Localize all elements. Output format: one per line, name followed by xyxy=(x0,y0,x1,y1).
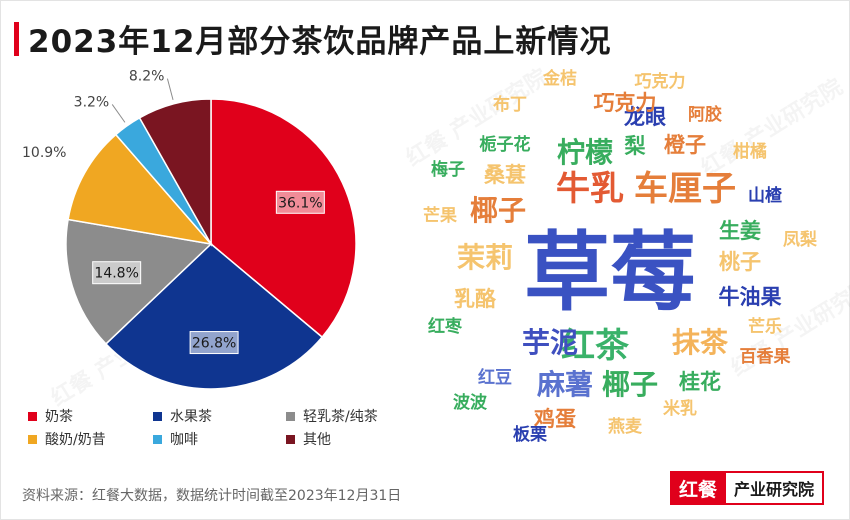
pie-chart: 36.1% 26.8% 14.8% 10.9% 3.2% 8.2% xyxy=(22,69,357,390)
word-cloud-term: 橙子 xyxy=(664,133,706,157)
svg-text:8.2%: 8.2% xyxy=(129,69,165,85)
word-cloud-term: 乳酪 xyxy=(454,287,497,311)
word-cloud-term: 梅子 xyxy=(431,159,465,180)
svg-text:3.2%: 3.2% xyxy=(74,94,110,110)
word-cloud-term: 椰子 xyxy=(602,368,658,401)
word-cloud-term: 椰子 xyxy=(470,194,526,227)
word-cloud-term: 麻薯 xyxy=(537,368,593,401)
word-cloud-term: 米乳 xyxy=(663,398,697,419)
word-cloud-term: 波波 xyxy=(453,392,488,413)
word-cloud-term: 百香果 xyxy=(740,347,791,367)
pie-label-1: 36.1% xyxy=(275,190,325,214)
word-cloud-term: 巧克力 xyxy=(635,71,686,92)
legend-item: 轻乳茶/纯茶 xyxy=(286,406,378,426)
word-cloud-term: 鸡蛋 xyxy=(533,407,576,431)
word-cloud-term: 牛乳 xyxy=(556,169,624,209)
word-cloud-term: 牛油果 xyxy=(719,285,782,309)
chart-title: 2023年12月部分茶饮品牌产品上新情况 xyxy=(28,24,612,60)
pie-label-2: 26.8% xyxy=(189,331,239,355)
legend-swatch xyxy=(153,434,162,444)
legend-label: 咖啡 xyxy=(170,432,198,448)
pie-slice-2 xyxy=(104,242,324,390)
word-cloud-term: 布丁 xyxy=(493,94,527,115)
word-cloud-term: 山楂 xyxy=(748,185,783,206)
svg-text:14.8%: 14.8% xyxy=(94,266,138,282)
svg-text:10.9%: 10.9% xyxy=(22,145,66,161)
pie-slice-1 xyxy=(210,98,357,339)
pie-label-3: 14.8% xyxy=(92,261,142,285)
pie-slice-6 xyxy=(138,98,212,247)
legend-swatch xyxy=(153,411,162,421)
word-cloud-term: 车厘子 xyxy=(634,169,736,209)
word-cloud-term: 芒乐 xyxy=(748,316,782,337)
legend-item: 水果茶 xyxy=(153,406,212,426)
svg-text:26.8%: 26.8% xyxy=(192,336,236,352)
word-cloud-term: 红茶 xyxy=(561,326,630,366)
legend-label: 水果茶 xyxy=(170,409,212,425)
legend-swatch xyxy=(286,411,295,421)
word-cloud-term: 板栗 xyxy=(513,424,547,445)
pie-label-4: 10.9% xyxy=(22,145,66,161)
legend-label: 酸奶/奶昔 xyxy=(45,432,106,448)
word-cloud-term: 生姜 xyxy=(719,219,761,243)
legend-swatch xyxy=(28,411,37,421)
word-cloud-term: 柠檬 xyxy=(557,136,613,169)
title-accent-bar xyxy=(14,22,19,56)
word-cloud-term: 红豆 xyxy=(478,367,512,388)
legend-item: 咖啡 xyxy=(153,429,198,449)
word-cloud-term: 凤梨 xyxy=(783,229,818,250)
word-cloud-term: 梨 xyxy=(625,134,646,158)
word-cloud-term: 桂花 xyxy=(678,370,721,394)
word-cloud-term: 阿胶 xyxy=(688,104,722,125)
word-cloud-term: 草莓 xyxy=(524,223,696,323)
legend-item: 奶茶 xyxy=(28,406,73,426)
word-cloud-term: 龙眼 xyxy=(624,105,666,129)
legend-item: 其他 xyxy=(286,429,331,449)
word-cloud-term: 巧克力 xyxy=(594,91,657,115)
word-cloud-term: 金桔 xyxy=(542,68,577,89)
legend-label: 其他 xyxy=(303,432,331,448)
word-cloud-term: 桑葚 xyxy=(484,163,526,187)
legend-swatch xyxy=(28,434,37,444)
brand-name: 产业研究院 xyxy=(726,471,825,505)
word-cloud-term: 红枣 xyxy=(428,316,463,337)
legend-item: 酸奶/奶昔 xyxy=(28,429,106,449)
svg-text:36.1%: 36.1% xyxy=(278,195,322,211)
legend-label: 轻乳茶/纯茶 xyxy=(303,409,378,425)
source-note: 资料来源：红餐大数据，数据统计时间截至2023年12月31日 xyxy=(22,488,402,504)
legend-swatch xyxy=(286,434,295,444)
pie-label-5: 3.2% xyxy=(74,94,126,123)
word-cloud-term: 抹茶 xyxy=(672,326,729,359)
pie-label-6: 8.2% xyxy=(129,69,174,101)
legend-label: 奶茶 xyxy=(45,409,73,425)
word-cloud-term: 燕麦 xyxy=(608,416,643,437)
brand-badge: 红餐 产业研究院 xyxy=(670,471,825,505)
brand-logo: 红餐 xyxy=(670,471,726,505)
word-cloud-term: 柑橘 xyxy=(733,141,767,162)
word-cloud-term: 茉莉 xyxy=(457,241,513,274)
word-cloud-term: 芋泥 xyxy=(522,326,578,359)
word-cloud-term: 桃子 xyxy=(719,250,761,274)
pie-slice-4 xyxy=(67,133,213,246)
word-cloud-term: 栀子花 xyxy=(480,134,531,155)
word-cloud-term: 芒果 xyxy=(423,205,457,226)
